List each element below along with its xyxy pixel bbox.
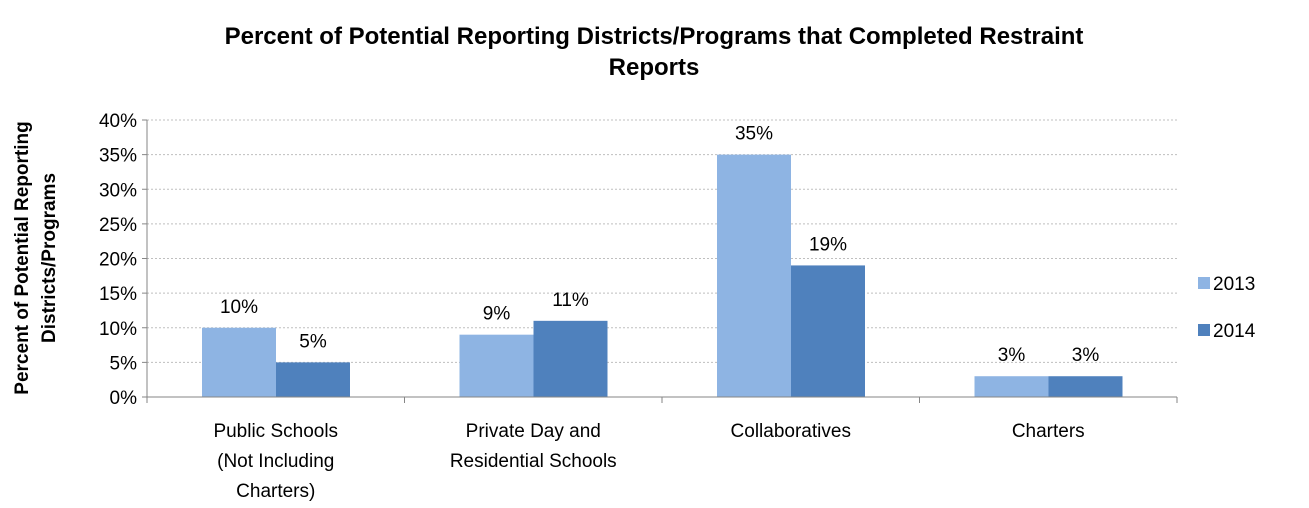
data-label: 9% [483, 304, 511, 325]
y-axis-title-line: Districts/Programs [39, 173, 60, 343]
gridlines [147, 119, 1177, 363]
chart-title-line: Percent of Potential Reporting Districts… [225, 23, 1084, 50]
y-tick-label: 30% [99, 180, 137, 201]
y-axis-title: Percent of Potential Reporting Districts/… [12, 121, 60, 394]
legend-swatch-2014 [1198, 324, 1210, 336]
bar-2013-2 [717, 154, 791, 397]
data-label: 35% [735, 124, 773, 145]
x-category-label: Residential Schools [450, 451, 617, 472]
legend-label: 2014 [1213, 321, 1256, 342]
y-tick-label: 25% [99, 215, 137, 236]
bars [202, 154, 1123, 397]
x-category-labels: Public Schools (Not Including Charters) Pri… [213, 421, 1084, 502]
legend: 2013 2014 [1198, 274, 1256, 342]
bar-2013-3 [974, 376, 1049, 397]
x-category-label: Public Schools [213, 421, 338, 442]
data-label: 3% [998, 345, 1026, 366]
x-category-label: (Not Including [217, 451, 334, 472]
x-category-label: Charters [1012, 421, 1085, 442]
legend-label: 2013 [1213, 274, 1255, 295]
y-tick-label: 20% [99, 250, 137, 271]
x-category-label: Private Day and [466, 421, 601, 442]
bar-2013-0 [202, 327, 276, 397]
data-label: 3% [1072, 345, 1100, 366]
y-tick-label: 15% [99, 284, 137, 305]
y-tick-label: 35% [99, 146, 137, 167]
x-category-label: Collaboratives [731, 421, 851, 442]
bar-2014-2 [791, 265, 865, 397]
legend-swatch-2013 [1198, 277, 1210, 289]
y-tick-label: 40% [99, 111, 137, 132]
data-label: 10% [220, 297, 258, 318]
bar-2013-1 [459, 334, 534, 397]
bar-2014-3 [1048, 376, 1123, 397]
y-tick-label: 10% [99, 319, 137, 340]
y-axis-title-line: Percent of Potential Reporting [12, 121, 33, 394]
data-label: 11% [552, 290, 589, 311]
data-labels: 10% 5% 9% 11% 35% 19% 3% 3% [220, 124, 1099, 367]
chart-title: Percent of Potential Reporting Districts… [225, 23, 1084, 81]
bar-2014-1 [533, 320, 608, 397]
y-tick-labels: 0% 5% 10% 15% 20% 25% 30% 35% 40% [99, 111, 137, 409]
data-label: 19% [809, 234, 847, 255]
axes [142, 119, 1178, 403]
bar-2014-0 [276, 362, 350, 397]
y-tick-label: 0% [110, 388, 138, 409]
y-tick-label: 5% [110, 353, 138, 374]
data-label: 5% [299, 331, 327, 352]
chart-title-line: Reports [609, 54, 700, 81]
x-category-label: Charters) [236, 481, 315, 502]
